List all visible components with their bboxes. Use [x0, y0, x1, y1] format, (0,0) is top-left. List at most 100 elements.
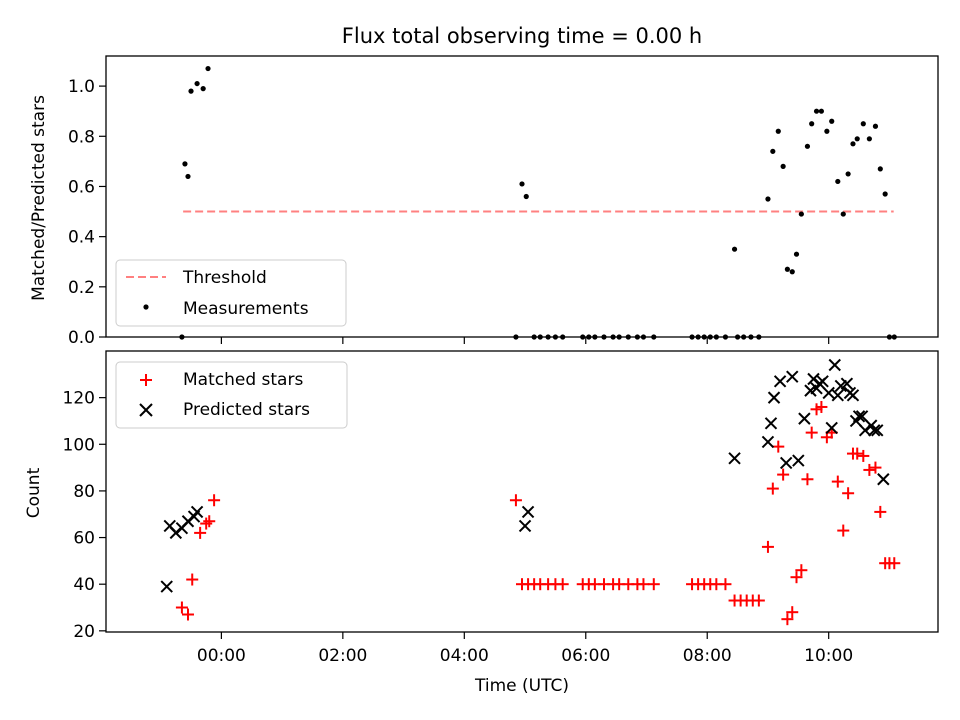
- predicted-star-point: [840, 377, 854, 390]
- top-ytick-label-4: 0.8: [68, 127, 95, 147]
- predicted-star-point: [825, 421, 838, 435]
- matched-star-point: [752, 594, 765, 607]
- matched-star-point: [509, 494, 522, 507]
- predicted-star-point: [871, 424, 884, 437]
- measurement-point: [194, 80, 200, 87]
- matched-star-point: [777, 468, 790, 481]
- legend-threshold-label: Threshold: [182, 268, 267, 288]
- measurement-point: [882, 191, 888, 197]
- top-ytick-label-5: 1.0: [68, 77, 95, 97]
- matched-star-point: [805, 426, 818, 439]
- top-ytick-label-0: 0.0: [68, 328, 95, 348]
- measurement-point: [523, 193, 529, 200]
- matched-star-point: [781, 613, 794, 626]
- matched-star-point: [637, 578, 650, 591]
- measurement-point: [789, 269, 795, 275]
- matched-star-point: [831, 475, 844, 488]
- bottom-legend: Matched stars Predicted stars: [115, 361, 348, 429]
- predicted-star-point: [868, 424, 881, 437]
- chart-title: Flux total observing time = 0.00 h: [342, 24, 702, 48]
- measurement-point: [775, 128, 781, 134]
- bottom-ytick-label-1: 40: [73, 575, 95, 595]
- measurement-point: [809, 121, 815, 127]
- measurement-point: [872, 123, 879, 129]
- measurement-point: [205, 65, 211, 72]
- measurement-point: [793, 251, 800, 257]
- matched-star-point: [851, 447, 864, 460]
- predicted-star-point: [160, 580, 173, 593]
- matched-star-point: [772, 440, 785, 453]
- predicted-star-point: [773, 375, 787, 388]
- measurement-point: [784, 266, 790, 272]
- predicted-star-point: [779, 456, 793, 470]
- bottom-ytick-label-4: 100: [63, 435, 95, 455]
- predicted-star-point: [786, 370, 799, 383]
- matched-star-point: [869, 461, 882, 474]
- matched-star-point: [194, 526, 207, 539]
- measurement-point: [824, 128, 830, 134]
- predicted-star-point: [855, 410, 869, 423]
- matched-star-point: [647, 578, 660, 591]
- predicted-star-point: [761, 435, 775, 449]
- measurement-point: [835, 178, 841, 185]
- legend-measurements-label: Measurements: [183, 299, 309, 319]
- bottom-legend-box: [115, 361, 348, 429]
- measurement-point: [818, 108, 824, 114]
- x-tick-label-0: 00:00: [197, 646, 246, 666]
- matched-star-point: [208, 494, 221, 507]
- matched-star-point: [203, 515, 216, 528]
- x-tick-label-4: 08:00: [683, 646, 732, 666]
- matched-star-point: [200, 517, 213, 530]
- predicted-star-point: [822, 386, 835, 400]
- matched-star-point: [863, 463, 876, 476]
- matched-star-point: [719, 578, 732, 591]
- predicted-star-point: [764, 417, 778, 430]
- measurement-point: [813, 108, 820, 114]
- legend-matched-label: Matched stars: [183, 370, 303, 390]
- bottom-ytick-label-2: 60: [73, 529, 95, 549]
- matched-star-point: [786, 606, 799, 619]
- matched-star-point: [790, 571, 803, 584]
- legend-predicted-swatch: [139, 403, 153, 417]
- measurement-point: [860, 121, 866, 127]
- matched-star-point: [888, 557, 901, 570]
- matched-star-point: [801, 473, 814, 486]
- measurement-point: [850, 141, 856, 147]
- predicted-star-point: [831, 389, 845, 402]
- measurement-point: [765, 196, 771, 202]
- legend-measurements-swatch: [143, 304, 149, 310]
- predicted-star-point: [798, 412, 811, 425]
- bottom-ytick-label-3: 80: [73, 482, 95, 502]
- matched-star-point: [181, 608, 194, 621]
- measurement-point: [731, 246, 738, 252]
- bottom-panel: 20 40 60 80 100 120 00:00 02:00 04:00 06:00 08:00…: [24, 350, 939, 696]
- matched-star-point: [175, 601, 188, 614]
- bottom-y-axis-label: Count: [24, 467, 44, 518]
- matched-star-point: [815, 400, 828, 413]
- top-y-axis-label: Matched/Predicted stars: [29, 95, 49, 301]
- matched-star-point: [556, 578, 569, 591]
- measurement-point: [845, 171, 851, 177]
- measurement-point: [182, 161, 188, 167]
- x-tick-label-5: 10:00: [804, 646, 853, 666]
- bottom-ytick-label-5: 120: [63, 389, 95, 409]
- top-legend: Threshold Measurements: [115, 259, 347, 327]
- x-axis-label: Time (UTC): [474, 676, 569, 696]
- predicted-star-point: [828, 358, 841, 372]
- x-tick-label-2: 04:00: [440, 646, 489, 666]
- measurement-point: [770, 148, 776, 154]
- measurement-point: [519, 181, 525, 187]
- predicted-star-point: [767, 391, 781, 404]
- measurement-point: [877, 166, 883, 172]
- legend-predicted-label: Predicted stars: [183, 400, 310, 420]
- matched-star-point: [837, 524, 850, 537]
- predicted-star-point: [846, 389, 860, 402]
- matched-star-point: [874, 505, 887, 518]
- predicted-star-point: [877, 473, 890, 486]
- measurement-point: [185, 173, 191, 180]
- top-ytick-label-3: 0.6: [68, 177, 95, 197]
- matched-star-point: [766, 482, 779, 495]
- x-tick-label-1: 02:00: [318, 646, 367, 666]
- measurement-point: [188, 88, 194, 94]
